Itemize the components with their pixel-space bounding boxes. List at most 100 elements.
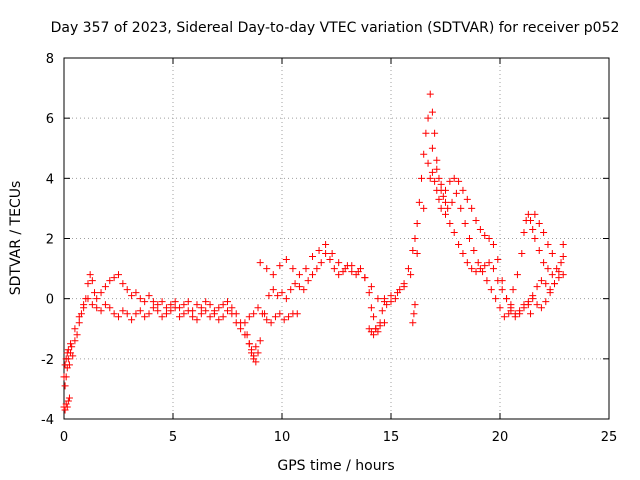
data-point [132, 310, 140, 318]
data-point [463, 195, 471, 203]
data-point [527, 310, 535, 318]
data-point [263, 265, 271, 273]
data-point [450, 228, 458, 236]
data-point [544, 265, 552, 273]
data-point [498, 286, 506, 294]
data-point [167, 307, 175, 315]
data-point [492, 295, 500, 303]
data-point [537, 277, 545, 285]
data-point [86, 271, 94, 279]
data-point [559, 253, 567, 261]
data-point [71, 325, 79, 333]
data-point [476, 265, 484, 273]
x-tick-label: 10 [274, 430, 291, 445]
data-point [520, 228, 528, 236]
data-point [123, 286, 131, 294]
data-point [132, 289, 140, 297]
data-point [348, 268, 356, 276]
data-point [115, 313, 122, 321]
data-point [193, 301, 201, 309]
data-point [176, 313, 184, 321]
data-point [468, 204, 476, 212]
y-tick-label: 0 [46, 293, 54, 308]
data-point [62, 355, 70, 363]
data-point [263, 316, 271, 324]
data-point [224, 307, 231, 315]
data-point [285, 313, 293, 321]
data-point [315, 247, 323, 255]
data-point [474, 259, 482, 267]
data-points [60, 90, 567, 414]
data-point [540, 228, 548, 236]
data-point [524, 210, 532, 218]
data-point [516, 310, 524, 318]
data-point [106, 277, 114, 285]
data-point [437, 204, 445, 212]
data-point [241, 319, 249, 327]
data-point [535, 219, 543, 227]
data-point [243, 331, 251, 339]
data-point [219, 301, 227, 309]
data-point [110, 310, 118, 318]
y-tick-label: 6 [46, 112, 54, 127]
data-point [446, 219, 454, 227]
data-point [533, 283, 541, 291]
data-point [431, 177, 439, 185]
x-axis-label: GPS time / hours [277, 458, 394, 474]
data-point [119, 280, 127, 288]
data-point [154, 301, 162, 309]
data-point [265, 292, 273, 300]
data-point [407, 271, 415, 279]
data-point [158, 313, 166, 321]
data-point [63, 349, 71, 357]
data-point [424, 114, 432, 122]
data-point [468, 265, 476, 273]
data-point [145, 292, 153, 300]
data-point [237, 325, 245, 333]
data-point [400, 283, 408, 291]
data-point [518, 250, 526, 258]
data-point [540, 259, 548, 267]
data-point [409, 247, 417, 255]
data-point [149, 298, 157, 306]
data-point [500, 313, 508, 321]
data-point [256, 259, 264, 267]
data-point [154, 307, 162, 315]
data-point [409, 319, 417, 327]
data-point [548, 250, 556, 258]
data-point [437, 180, 445, 188]
data-point [322, 241, 330, 249]
data-point [489, 265, 497, 273]
data-point [542, 280, 550, 288]
data-point [433, 186, 441, 194]
data-point [123, 310, 131, 318]
data-point [459, 250, 467, 258]
data-point [88, 301, 96, 309]
data-point [276, 262, 284, 270]
data-point [426, 174, 434, 182]
data-point [91, 289, 99, 297]
data-point [61, 382, 69, 390]
data-point [291, 280, 299, 288]
data-point [446, 177, 454, 185]
data-point [256, 337, 264, 345]
data-point [415, 198, 423, 206]
data-point [180, 301, 188, 309]
data-point [448, 198, 456, 206]
data-point [289, 265, 297, 273]
data-point [535, 247, 543, 255]
data-point [73, 331, 81, 339]
data-point [551, 280, 558, 288]
data-point [457, 204, 465, 212]
data-point [433, 156, 441, 164]
data-point [380, 319, 388, 327]
data-point [426, 90, 434, 98]
data-point [128, 292, 136, 300]
data-point [162, 304, 170, 312]
data-point [335, 271, 343, 279]
x-tick-label: 25 [601, 430, 618, 445]
data-point [210, 310, 218, 318]
data-point [274, 292, 282, 300]
data-point [171, 298, 179, 306]
data-point [537, 304, 545, 312]
